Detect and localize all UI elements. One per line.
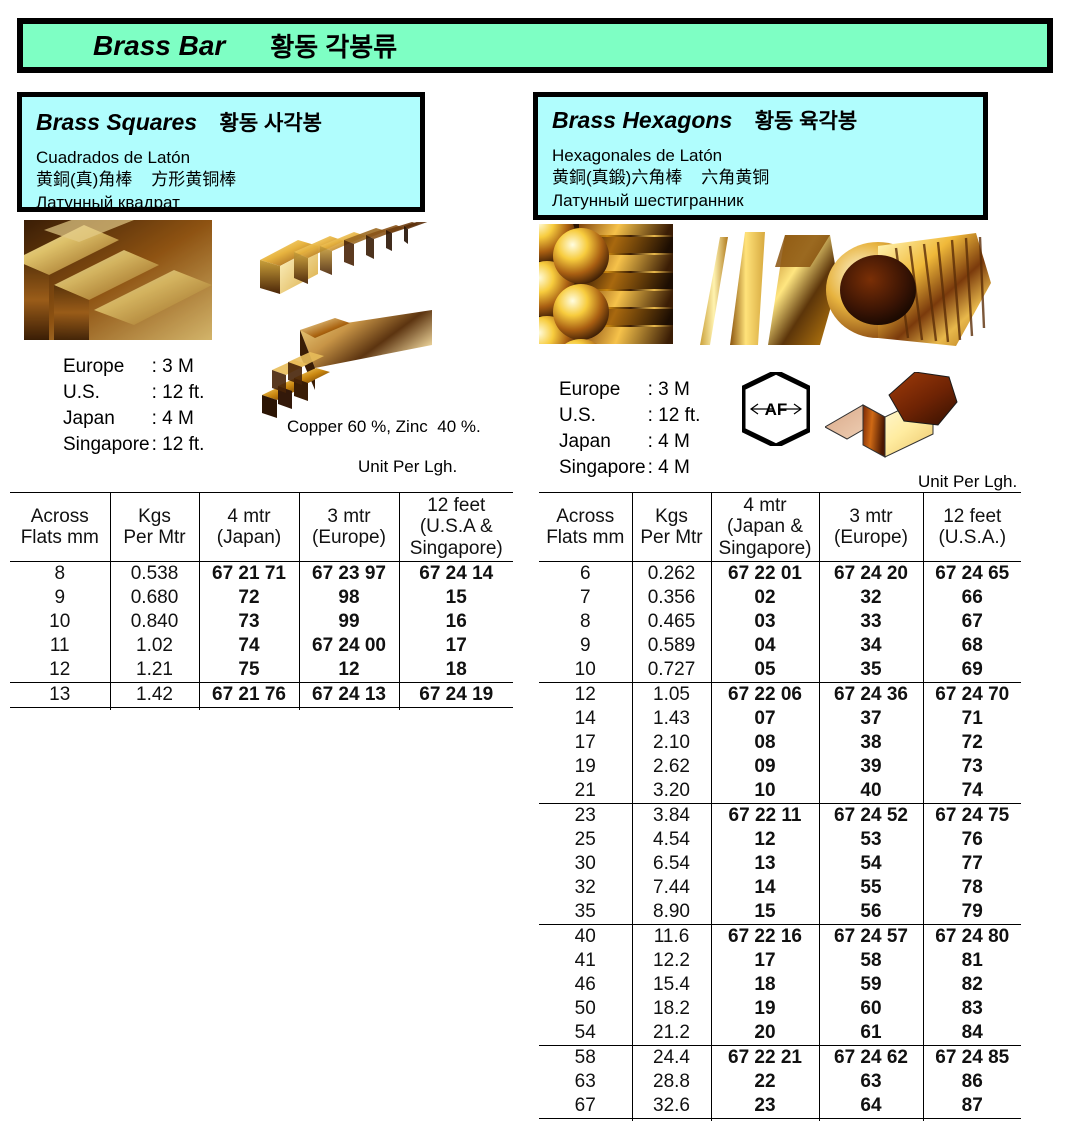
svg-text:AF: AF [765, 400, 788, 419]
